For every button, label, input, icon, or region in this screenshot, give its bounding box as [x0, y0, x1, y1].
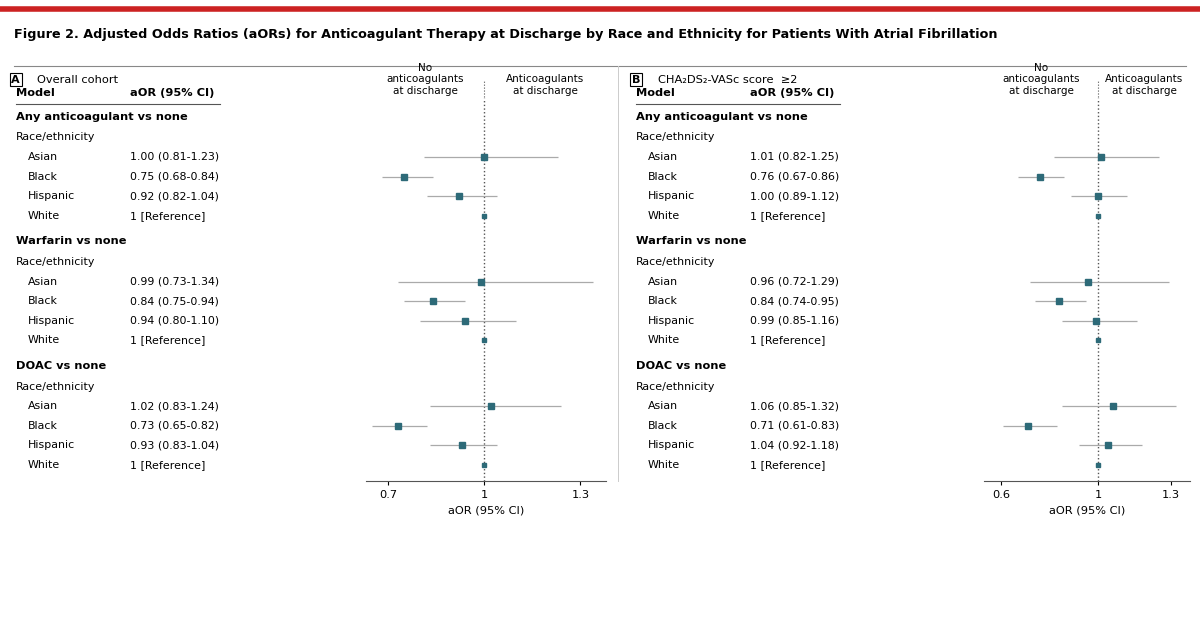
Text: 0.75 (0.68-0.84): 0.75 (0.68-0.84): [130, 172, 218, 182]
Text: Asian: Asian: [648, 401, 678, 411]
Text: 1 [Reference]: 1 [Reference]: [750, 335, 826, 346]
Text: Black: Black: [28, 421, 58, 430]
Text: 1.01 (0.82-1.25): 1.01 (0.82-1.25): [750, 152, 839, 162]
Text: Model: Model: [636, 88, 674, 98]
Text: Asian: Asian: [28, 152, 58, 162]
Text: Anticoagulants
at discharge: Anticoagulants at discharge: [506, 74, 584, 96]
X-axis label: aOR (95% CI): aOR (95% CI): [1049, 506, 1126, 516]
Text: Race/ethnicity: Race/ethnicity: [16, 132, 95, 142]
Text: 1.06 (0.85-1.32): 1.06 (0.85-1.32): [750, 401, 839, 411]
Text: 1 [Reference]: 1 [Reference]: [130, 335, 205, 346]
Text: White: White: [648, 211, 680, 221]
Text: 0.99 (0.85-1.16): 0.99 (0.85-1.16): [750, 316, 839, 326]
Text: A: A: [11, 75, 20, 85]
Text: Black: Black: [648, 296, 678, 306]
Text: Asian: Asian: [648, 277, 678, 287]
Text: Model: Model: [16, 88, 54, 98]
Text: White: White: [648, 460, 680, 470]
Text: 1.00 (0.89-1.12): 1.00 (0.89-1.12): [750, 191, 839, 201]
Text: Hispanic: Hispanic: [28, 316, 74, 326]
Text: Hispanic: Hispanic: [648, 316, 695, 326]
Text: 0.99 (0.73-1.34): 0.99 (0.73-1.34): [130, 277, 218, 287]
Text: Figure 2. Adjusted Odds Ratios (aORs) for Anticoagulant Therapy at Discharge by : Figure 2. Adjusted Odds Ratios (aORs) fo…: [14, 28, 998, 42]
Text: 0.71 (0.61-0.83): 0.71 (0.61-0.83): [750, 421, 839, 430]
Text: aOR (95% CI): aOR (95% CI): [130, 88, 214, 98]
Text: Race/ethnicity: Race/ethnicity: [636, 132, 715, 142]
Text: Any anticoagulant vs none: Any anticoagulant vs none: [636, 111, 808, 122]
Text: DOAC vs none: DOAC vs none: [16, 361, 106, 371]
Text: Race/ethnicity: Race/ethnicity: [16, 257, 95, 267]
Text: Black: Black: [28, 172, 58, 182]
Text: Race/ethnicity: Race/ethnicity: [636, 382, 715, 392]
Text: aOR (95% CI): aOR (95% CI): [750, 88, 834, 98]
Text: 0.84 (0.74-0.95): 0.84 (0.74-0.95): [750, 296, 839, 306]
Text: Race/ethnicity: Race/ethnicity: [636, 257, 715, 267]
X-axis label: aOR (95% CI): aOR (95% CI): [448, 506, 524, 516]
Text: Hispanic: Hispanic: [648, 441, 695, 450]
Text: 0.96 (0.72-1.29): 0.96 (0.72-1.29): [750, 277, 839, 287]
Text: 0.73 (0.65-0.82): 0.73 (0.65-0.82): [130, 421, 218, 430]
Text: B: B: [632, 75, 640, 85]
Text: Any anticoagulant vs none: Any anticoagulant vs none: [16, 111, 187, 122]
Text: 1.02 (0.83-1.24): 1.02 (0.83-1.24): [130, 401, 218, 411]
Text: Asian: Asian: [28, 401, 58, 411]
Text: 0.94 (0.80-1.10): 0.94 (0.80-1.10): [130, 316, 218, 326]
Text: 0.84 (0.75-0.94): 0.84 (0.75-0.94): [130, 296, 218, 306]
Text: DOAC vs none: DOAC vs none: [636, 361, 726, 371]
Text: No
anticoagulants
at discharge: No anticoagulants at discharge: [1002, 63, 1080, 96]
Text: 1.04 (0.92-1.18): 1.04 (0.92-1.18): [750, 441, 839, 450]
Text: Black: Black: [28, 296, 58, 306]
Text: White: White: [28, 335, 60, 346]
Text: Hispanic: Hispanic: [28, 441, 74, 450]
Text: Hispanic: Hispanic: [648, 191, 695, 201]
Text: 0.92 (0.82-1.04): 0.92 (0.82-1.04): [130, 191, 218, 201]
Text: Hispanic: Hispanic: [28, 191, 74, 201]
Text: Overall cohort: Overall cohort: [37, 75, 119, 85]
Text: White: White: [28, 460, 60, 470]
Text: Asian: Asian: [28, 277, 58, 287]
Text: Black: Black: [648, 172, 678, 182]
Text: 1 [Reference]: 1 [Reference]: [130, 460, 205, 470]
Text: 0.76 (0.67-0.86): 0.76 (0.67-0.86): [750, 172, 839, 182]
Text: Race/ethnicity: Race/ethnicity: [16, 382, 95, 392]
Text: 1.00 (0.81-1.23): 1.00 (0.81-1.23): [130, 152, 218, 162]
Text: White: White: [28, 211, 60, 221]
Text: No
anticoagulants
at discharge: No anticoagulants at discharge: [386, 63, 464, 96]
Text: Warfarin vs none: Warfarin vs none: [16, 236, 126, 246]
Text: CHA₂DS₂-VASc score  ≥2: CHA₂DS₂-VASc score ≥2: [658, 75, 797, 85]
Text: Warfarin vs none: Warfarin vs none: [636, 236, 746, 246]
Text: Asian: Asian: [648, 152, 678, 162]
Text: 0.93 (0.83-1.04): 0.93 (0.83-1.04): [130, 441, 218, 450]
Text: Black: Black: [648, 421, 678, 430]
Text: White: White: [648, 335, 680, 346]
Text: Anticoagulants
at discharge: Anticoagulants at discharge: [1105, 74, 1183, 96]
Text: 1 [Reference]: 1 [Reference]: [750, 211, 826, 221]
Text: 1 [Reference]: 1 [Reference]: [130, 211, 205, 221]
Text: 1 [Reference]: 1 [Reference]: [750, 460, 826, 470]
